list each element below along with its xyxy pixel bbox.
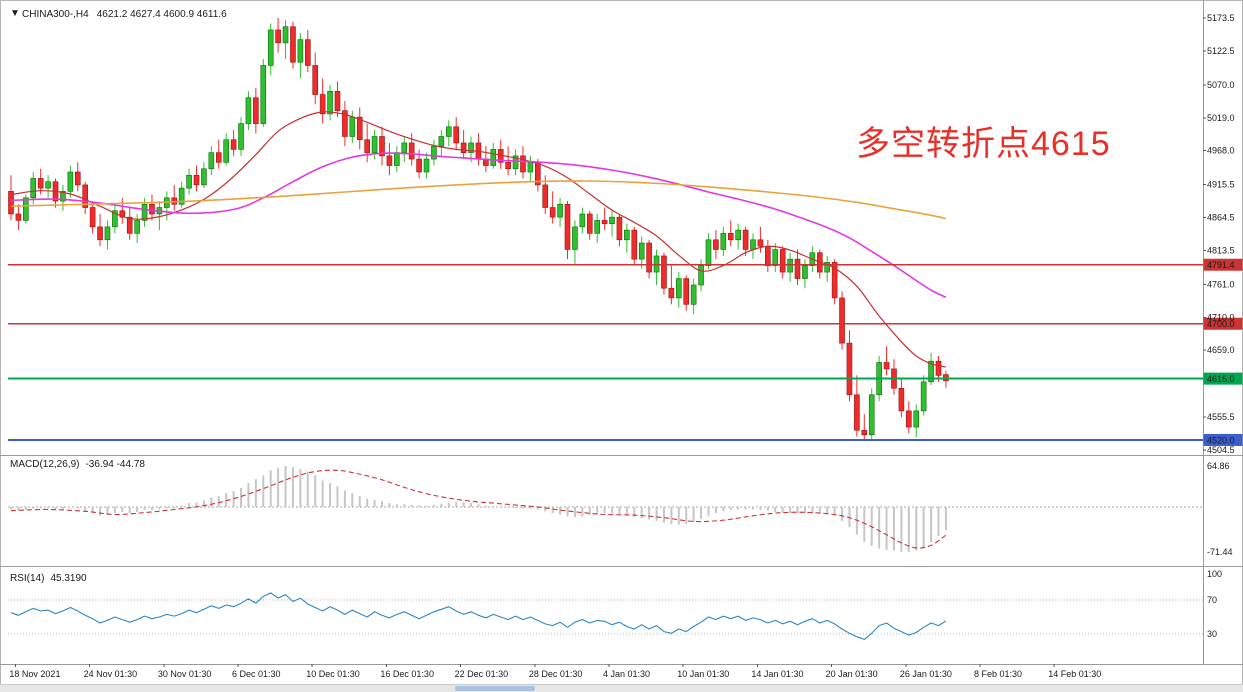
scrollbar-thumb[interactable] bbox=[455, 686, 535, 691]
ma-fast-line bbox=[10, 111, 947, 368]
time-axis-label: 10 Jan 01:30 bbox=[677, 669, 729, 679]
macd-panel bbox=[8, 466, 1203, 552]
time-axis-label: 18 Nov 2021 bbox=[9, 669, 60, 679]
price-tag-label: 4520.0 bbox=[1207, 435, 1235, 445]
time-axis-label: 28 Dec 01:30 bbox=[529, 669, 583, 679]
price-tag-label: 4791.4 bbox=[1207, 260, 1235, 270]
rsi-axis-30: 30 bbox=[1207, 629, 1217, 639]
price-tag bbox=[1203, 258, 1243, 271]
price-axis-label: 5019.0 bbox=[1207, 113, 1235, 123]
macd-label: MACD(12,26,9) bbox=[10, 459, 79, 470]
time-axis-label: 26 Jan 01:30 bbox=[900, 669, 952, 679]
rsi-axis-70: 70 bbox=[1207, 595, 1217, 605]
time-axis-label: 6 Dec 01:30 bbox=[232, 669, 281, 679]
rsi-line bbox=[10, 592, 947, 640]
price-axis-label: 5122.5 bbox=[1207, 46, 1235, 56]
price-axis-label: 4659.0 bbox=[1207, 345, 1235, 355]
rsi-panel bbox=[8, 592, 1203, 640]
rsi-value: 45.3190 bbox=[50, 573, 87, 584]
price-axis-label: 4915.5 bbox=[1207, 180, 1235, 190]
symbol-title: CHINA300-,H4 bbox=[22, 9, 89, 20]
price-axis-label: 4504.5 bbox=[1207, 445, 1235, 455]
chart-legend: CHINA300-,H4 4621.2 4627.4 4600.9 4611.6 bbox=[22, 9, 227, 20]
rsi-axis-100: 100 bbox=[1207, 569, 1222, 579]
text-annotation[interactable]: 多空转折点4615 bbox=[856, 125, 1111, 163]
price-axis-label: 4864.5 bbox=[1207, 213, 1235, 223]
time-axis-label: 24 Nov 01:30 bbox=[84, 669, 138, 679]
price-axis[interactable]: 5173.5 5122.5 5070.0 5019.0 4968.0 4915.5 4864… bbox=[1203, 13, 1235, 455]
time-axis-label: 10 Dec 01:30 bbox=[306, 669, 360, 679]
ma-slow-line bbox=[10, 180, 947, 220]
time-axis-label: 20 Jan 01:30 bbox=[826, 669, 878, 679]
macd-axis-max: 64.86 bbox=[1207, 461, 1230, 471]
time-axis-label: 4 Jan 01:30 bbox=[603, 669, 650, 679]
time-axis-label: 14 Feb 01:30 bbox=[1048, 669, 1101, 679]
macd-axis-min: -71.44 bbox=[1207, 547, 1233, 557]
time-axis-label: 30 Nov 01:30 bbox=[158, 669, 212, 679]
price-axis-label: 5173.5 bbox=[1207, 13, 1235, 23]
symbol-marker-icon: ▼ bbox=[10, 8, 20, 19]
macd-values: -36.94 -44.78 bbox=[85, 459, 145, 470]
rsi-label: RSI(14) bbox=[10, 573, 44, 584]
horizontal-lines[interactable]: 4791.4 4700.0 4615.0 4520.0 bbox=[8, 258, 1243, 446]
price-tag bbox=[1203, 372, 1243, 385]
price-axis-label: 4968.0 bbox=[1207, 146, 1235, 156]
ohlc-readout: 4621.2 4627.4 4600.9 4611.6 bbox=[97, 9, 227, 20]
time-axis[interactable]: 18 Nov 2021 24 Nov 01:30 30 Nov 01:30 6 Dec… bbox=[9, 664, 1101, 679]
price-axis-label: 4555.5 bbox=[1207, 412, 1235, 422]
time-axis-label: 16 Dec 01:30 bbox=[380, 669, 434, 679]
macd-signal-line bbox=[10, 469, 947, 549]
candles[interactable] bbox=[8, 18, 949, 442]
horizontal-scrollbar[interactable] bbox=[0, 684, 1243, 692]
price-axis-label: 4813.5 bbox=[1207, 245, 1235, 255]
time-axis-label: 22 Dec 01:30 bbox=[455, 669, 509, 679]
price-axis-label: 4761.0 bbox=[1207, 279, 1235, 289]
price-tag-label: 4615.0 bbox=[1207, 374, 1235, 384]
price-tag bbox=[1203, 433, 1243, 446]
price-tag-label: 4700.0 bbox=[1207, 319, 1235, 329]
rsi-legend: RSI(14) 45.3190 bbox=[10, 573, 87, 584]
price-tag bbox=[1203, 317, 1243, 330]
time-axis-label: 14 Jan 01:30 bbox=[751, 669, 803, 679]
ma-medium-line bbox=[10, 152, 947, 299]
price-axis-label: 4710.0 bbox=[1207, 312, 1235, 322]
macd-legend: MACD(12,26,9) -36.94 -44.78 bbox=[10, 459, 145, 470]
time-axis-label: 8 Feb 01:30 bbox=[974, 669, 1022, 679]
price-axis-label: 5070.0 bbox=[1207, 80, 1235, 90]
